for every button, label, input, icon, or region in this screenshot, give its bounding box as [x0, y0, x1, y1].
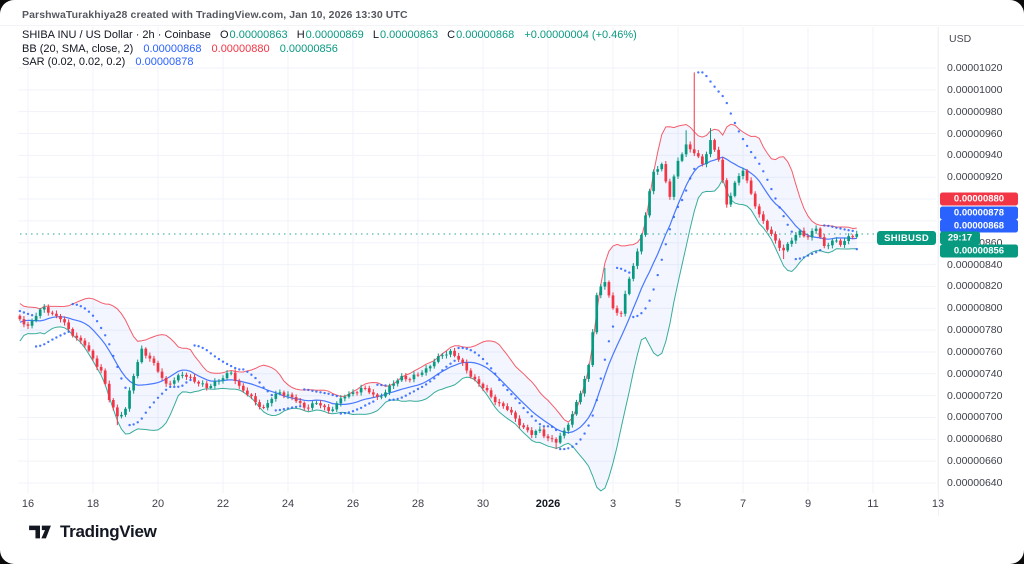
time-axis-label: 22	[216, 498, 230, 510]
candles-layer	[18, 72, 859, 450]
price-axis-label: 0.00000700	[947, 411, 1003, 424]
time-axis-label: 3	[609, 498, 617, 510]
close-value: 0.00000868	[456, 29, 515, 41]
price-axis-label: 0.00000920	[947, 171, 1003, 184]
time-axis-label: 7	[739, 498, 747, 510]
time-axis-label: 11	[867, 498, 879, 510]
bb-lower-value: 0.00000856	[279, 42, 338, 55]
time-axis-label: 20	[151, 498, 165, 510]
attribution-text: ParshwaTurakhiya28 created with TradingV…	[22, 9, 408, 21]
symbol-title: SHIBA INU / US Dollar · 2h · Coinbase	[22, 29, 211, 41]
footer: TradingView	[28, 517, 157, 547]
sar-title: SAR (0.02, 0.02, 0.2)	[22, 56, 126, 68]
time-axis-label: 5	[674, 498, 682, 510]
bb-upper-badge: 0.00000880	[940, 192, 1018, 206]
time-axis-label: 24	[281, 498, 295, 510]
legend-sar-row[interactable]: SAR (0.02, 0.02, 0.2) 0.00000878	[22, 56, 637, 70]
open-label: O	[219, 29, 229, 41]
sar-layer	[18, 71, 858, 451]
low-value: 0.00000863	[379, 29, 439, 41]
time-axis-label: 9	[804, 498, 812, 510]
candle-countdown-badge: 29:17	[940, 231, 980, 245]
price-axis[interactable]: USD 0.00001020 0.00001000 0.00000980 0.0000…	[938, 27, 1024, 516]
bb-basis-badge: 0.00000868	[940, 219, 1018, 233]
bb-lower-badge: 0.00000856	[940, 244, 1018, 258]
price-axis-label: 0.00000760	[947, 345, 1003, 358]
bb-upper-value: 0.00000880	[211, 42, 270, 55]
time-axis-label: 28	[411, 498, 425, 510]
price-axis-currency-label: USD	[949, 33, 972, 45]
bb-basis-value: 0.00000868	[143, 42, 202, 55]
price-axis-label: 0.00000740	[947, 367, 1003, 380]
sar-value: 0.00000878	[135, 56, 194, 68]
price-axis-label: 0.00000680	[947, 433, 1003, 446]
pane-separator	[0, 25, 1024, 26]
time-axis-label: 16	[21, 498, 35, 510]
high-value: 0.00000869	[305, 29, 364, 41]
bollinger-layer	[19, 123, 857, 492]
price-axis-label: 0.00000960	[947, 127, 1003, 140]
tradingview-logo[interactable]: TradingView	[28, 522, 157, 542]
tradingview-logo-text: TradingView	[60, 522, 157, 541]
time-axis-label: 30	[476, 498, 490, 510]
close-label: C	[447, 29, 456, 41]
price-axis-label: 0.00001000	[947, 83, 1003, 96]
change-value: +0.00000004 (+0.46%)	[524, 29, 637, 41]
time-axis-label: 26	[346, 498, 360, 510]
sar-value-badge: 0.00000878	[940, 206, 1018, 220]
price-axis-label: 0.00000840	[947, 258, 1003, 271]
price-axis-label: 0.00000780	[947, 324, 1003, 337]
high-label: H	[296, 29, 305, 41]
legend-symbol-row[interactable]: SHIBA INU / US Dollar · 2h · Coinbase O0…	[22, 29, 637, 43]
grid-layer	[18, 27, 939, 493]
time-axis[interactable]: 16 18 20 22 24 26 28 30 2026 3 5 7 9 11 13	[0, 494, 944, 516]
tradingview-logo-icon	[29, 525, 51, 539]
low-label: L	[372, 29, 379, 41]
indicator-legend: SHIBA INU / US Dollar · 2h · Coinbase O0…	[22, 29, 637, 70]
bb-title: BB (20, SMA, close, 2)	[22, 42, 134, 55]
price-axis-label: 0.00000720	[947, 389, 1003, 402]
price-axis-label: 0.00001020	[947, 62, 1003, 74]
open-value: 0.00000863	[229, 29, 288, 41]
time-axis-label: 18	[86, 498, 100, 510]
price-axis-label: 0.00000660	[947, 455, 1003, 468]
price-axis-label: 0.00000940	[947, 149, 1003, 162]
symbol-price-badge: SHIBUSD	[877, 231, 936, 245]
time-axis-label: 2026	[535, 498, 561, 510]
legend-bb-row[interactable]: BB (20, SMA, close, 2) 0.00000868 0.0000…	[22, 43, 637, 57]
price-axis-label: 0.00000980	[947, 105, 1003, 118]
price-axis-label: 0.00000820	[947, 280, 1003, 293]
price-axis-label: 0.00000640	[947, 476, 1003, 489]
price-axis-label: 0.00000800	[947, 302, 1003, 315]
